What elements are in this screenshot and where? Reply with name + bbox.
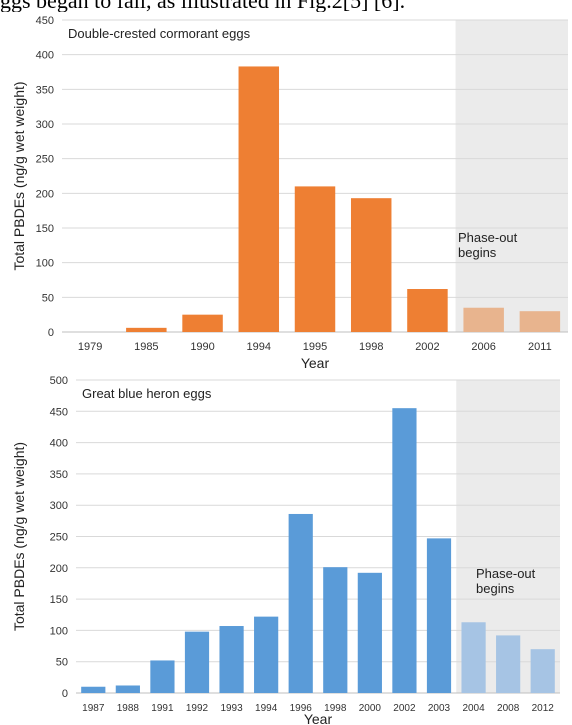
y-tick-label: 400	[50, 438, 68, 450]
x-tick-label: 2011	[528, 341, 552, 353]
bar-1991	[150, 660, 175, 693]
phase-out-region	[455, 20, 568, 332]
y-tick-label: 0	[48, 327, 54, 339]
x-tick-label: 2004	[462, 703, 485, 714]
y-tick-label: 200	[36, 188, 54, 200]
x-tick-label: 2012	[532, 703, 555, 714]
y-axis-label: Total PBDEs (ng/g wet weight)	[11, 442, 27, 631]
x-tick-label: 2006	[471, 341, 495, 353]
bar-1994	[238, 66, 280, 332]
bar-2000	[357, 572, 382, 693]
y-tick-label: 100	[36, 258, 54, 270]
x-tick-label: 1998	[359, 341, 383, 353]
x-tick-label: 1996	[290, 703, 313, 714]
phase-out-annotation: Phase-out begins	[476, 566, 536, 596]
x-tick-label: 1994	[247, 341, 271, 353]
x-tick-label: 1985	[134, 341, 158, 353]
y-tick-label: 100	[50, 625, 68, 637]
bar-1995	[294, 186, 336, 332]
bar-1993	[219, 626, 244, 693]
y-tick-label: 350	[50, 469, 68, 481]
phase-out-annotation: Phase-out begins	[458, 230, 518, 260]
x-tick-label: 1991	[151, 703, 174, 714]
bar-1985	[126, 327, 167, 332]
chart-title: Great blue heron eggs	[82, 386, 212, 401]
bar-1998	[350, 198, 392, 332]
y-tick-label: 350	[36, 84, 54, 96]
bar-2006	[463, 307, 504, 332]
bar-2011	[519, 311, 561, 332]
x-tick-label: 1988	[117, 703, 140, 714]
bar-1998	[323, 567, 348, 693]
bar-1990	[182, 314, 223, 332]
heron-chart: 0 50 100 150 200 250 300 350 400 450 500 1987 1988 19…	[11, 375, 560, 725]
bar-2004	[461, 622, 486, 693]
chart-title: Double-crested cormorant eggs	[68, 26, 251, 41]
page-caption: ggs began to fall, as illustrated in Fig…	[0, 0, 572, 12]
bar-1988	[115, 685, 140, 693]
y-axis-label: Total PBDEs (ng/g wet weight)	[11, 81, 27, 270]
bar-2008	[496, 635, 521, 693]
x-tick-label: 2002	[393, 703, 416, 714]
x-tick-label: 1994	[255, 703, 278, 714]
x-axis-label: Year	[301, 355, 330, 368]
x-tick-label: 1990	[190, 341, 214, 353]
x-tick-label: 2000	[359, 703, 382, 714]
y-tick-label: 0	[62, 688, 68, 700]
x-tick-label: 1995	[303, 341, 327, 353]
bar-1994	[254, 616, 279, 693]
bar-1992	[184, 631, 210, 693]
x-tick-label: 1993	[220, 703, 243, 714]
y-tick-label: 300	[50, 500, 68, 512]
y-tick-label: 150	[50, 594, 68, 606]
x-tick-label: 2003	[428, 703, 451, 714]
bar-2003	[426, 538, 452, 693]
y-tick-label: 450	[36, 15, 54, 27]
bar-1987	[81, 686, 106, 693]
x-tick-label: 1987	[82, 703, 105, 714]
x-tick-label: 1998	[324, 703, 347, 714]
y-tick-label: 200	[50, 563, 68, 575]
bar-1996	[288, 513, 313, 693]
bar-2002	[407, 289, 448, 332]
x-tick-label: 2008	[497, 703, 520, 714]
cormorant-chart: 0 50 100 150 200 250 300 350 400 450 1979 1985 1990 1…	[11, 15, 568, 368]
y-tick-label: 250	[50, 532, 68, 544]
x-axis-label: Year	[304, 711, 333, 725]
y-tick-label: 450	[50, 406, 68, 418]
y-tick-label: 300	[36, 119, 54, 131]
x-tick-label: 1979	[78, 341, 102, 353]
bar-2012	[530, 649, 555, 693]
y-tick-label: 50	[42, 292, 54, 304]
x-tick-label: 1992	[186, 703, 209, 714]
y-tick-label: 50	[56, 657, 68, 669]
x-tick-label: 2002	[415, 341, 439, 353]
bar-2002	[392, 408, 417, 693]
y-tick-label: 150	[36, 223, 54, 235]
y-tick-label: 500	[50, 375, 68, 387]
y-tick-label: 400	[36, 50, 54, 62]
y-tick-label: 250	[36, 154, 54, 166]
